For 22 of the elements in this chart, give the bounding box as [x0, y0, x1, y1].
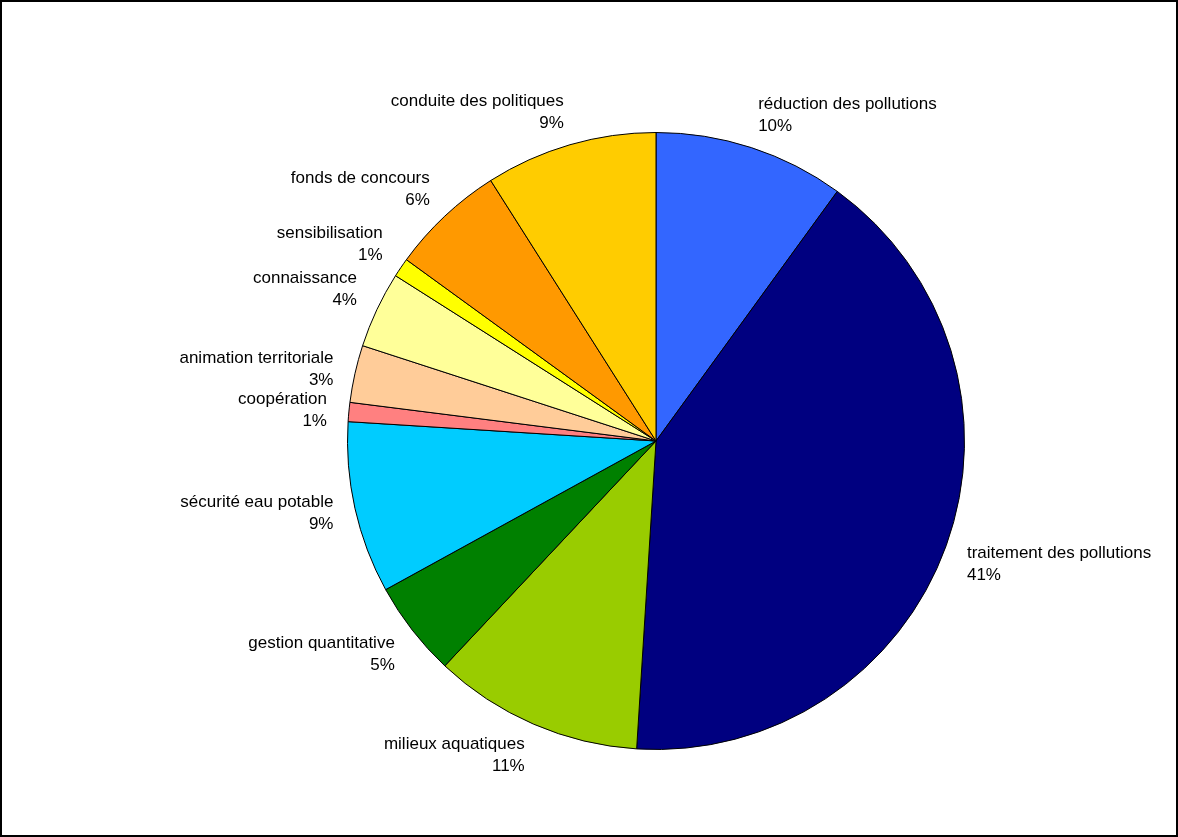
- data-label: 6%: [405, 189, 430, 209]
- data-label: 9%: [539, 113, 564, 133]
- data-label: 1%: [358, 244, 383, 264]
- slice-label: connaissance: [252, 267, 357, 287]
- data-label: 1%: [302, 410, 327, 430]
- slice-label: gestion quantitative: [248, 633, 395, 653]
- slice-label: coopération: [238, 388, 327, 408]
- data-label: 4%: [332, 289, 357, 309]
- slice-label: réduction des pollutions: [758, 94, 937, 114]
- slice-label: conduite des politiques: [390, 91, 564, 111]
- data-label: 5%: [370, 655, 395, 675]
- data-label: 3%: [308, 369, 334, 389]
- slice-label: animation territoriale: [179, 347, 334, 367]
- slice-label: traitement des pollutions: [966, 542, 1152, 562]
- data-label: 11%: [491, 756, 525, 776]
- slice-label: milieux aquatiques: [383, 734, 525, 754]
- data-label: 10%: [758, 116, 793, 136]
- data-label: 9%: [308, 513, 334, 533]
- slice-label: fonds de concours: [290, 167, 430, 187]
- data-label: 41%: [966, 564, 1001, 584]
- slice-label: sécurité eau potable: [180, 491, 334, 511]
- slice-label: sensibilisation: [276, 222, 383, 242]
